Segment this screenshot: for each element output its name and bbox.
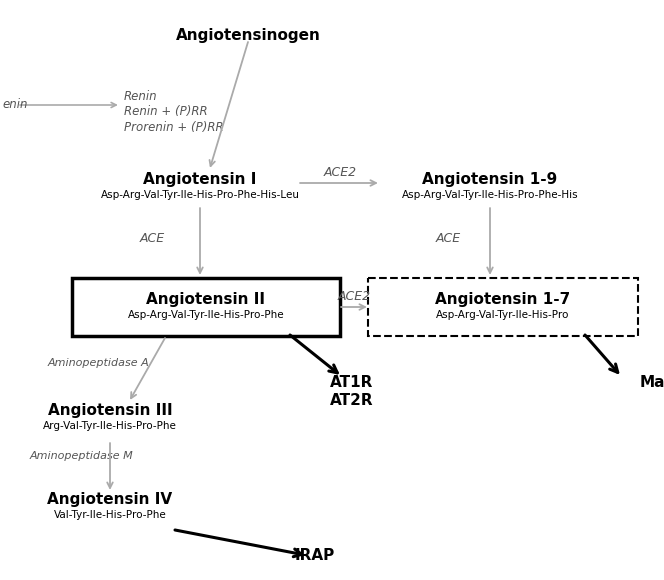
Text: Angiotensinogen: Angiotensinogen [175, 28, 321, 43]
Text: Asp-Arg-Val-Tyr-Ile-His-Pro-Phe-His-Leu: Asp-Arg-Val-Tyr-Ile-His-Pro-Phe-His-Leu [100, 190, 299, 200]
Text: AT2R: AT2R [330, 393, 374, 408]
Text: Renin: Renin [124, 89, 157, 103]
Bar [72, 278, 340, 336]
Text: IRAP: IRAP [295, 548, 335, 563]
Text: Val-Tyr-Ile-His-Pro-Phe: Val-Tyr-Ile-His-Pro-Phe [54, 510, 167, 520]
Text: Angiotensin I: Angiotensin I [143, 172, 257, 187]
Text: ACE2: ACE2 [323, 165, 357, 179]
Text: Angiotensin 1-7: Angiotensin 1-7 [436, 292, 570, 307]
Text: Aminopeptidase A: Aminopeptidase A [48, 358, 150, 368]
Text: Asp-Arg-Val-Tyr-Ile-His-Pro-Phe-His: Asp-Arg-Val-Tyr-Ile-His-Pro-Phe-His [402, 190, 578, 200]
Text: Prorenin + (P)RR: Prorenin + (P)RR [124, 121, 224, 135]
Text: Arg-Val-Tyr-Ile-His-Pro-Phe: Arg-Val-Tyr-Ile-His-Pro-Phe [43, 421, 177, 431]
Text: Asp-Arg-Val-Tyr-Ile-His-Pro-Phe: Asp-Arg-Val-Tyr-Ile-His-Pro-Phe [127, 310, 284, 320]
Text: ACE: ACE [436, 231, 461, 245]
Text: MasR: MasR [640, 375, 664, 390]
Text: Renin + (P)RR: Renin + (P)RR [124, 106, 208, 118]
Text: ACE: ACE [139, 231, 165, 245]
Bar [368, 278, 638, 336]
Text: Angiotensin III: Angiotensin III [48, 403, 173, 418]
Text: AT1R: AT1R [330, 375, 374, 390]
Text: Angiotensin II: Angiotensin II [147, 292, 266, 307]
Text: Asp-Arg-Val-Tyr-Ile-His-Pro: Asp-Arg-Val-Tyr-Ile-His-Pro [436, 310, 570, 320]
Text: Aminopeptidase M: Aminopeptidase M [30, 451, 133, 461]
Text: Angiotensin 1-9: Angiotensin 1-9 [422, 172, 558, 187]
Text: ACE2: ACE2 [337, 291, 371, 303]
Text: Angiotensin IV: Angiotensin IV [47, 492, 173, 507]
Text: enin: enin [2, 99, 27, 111]
